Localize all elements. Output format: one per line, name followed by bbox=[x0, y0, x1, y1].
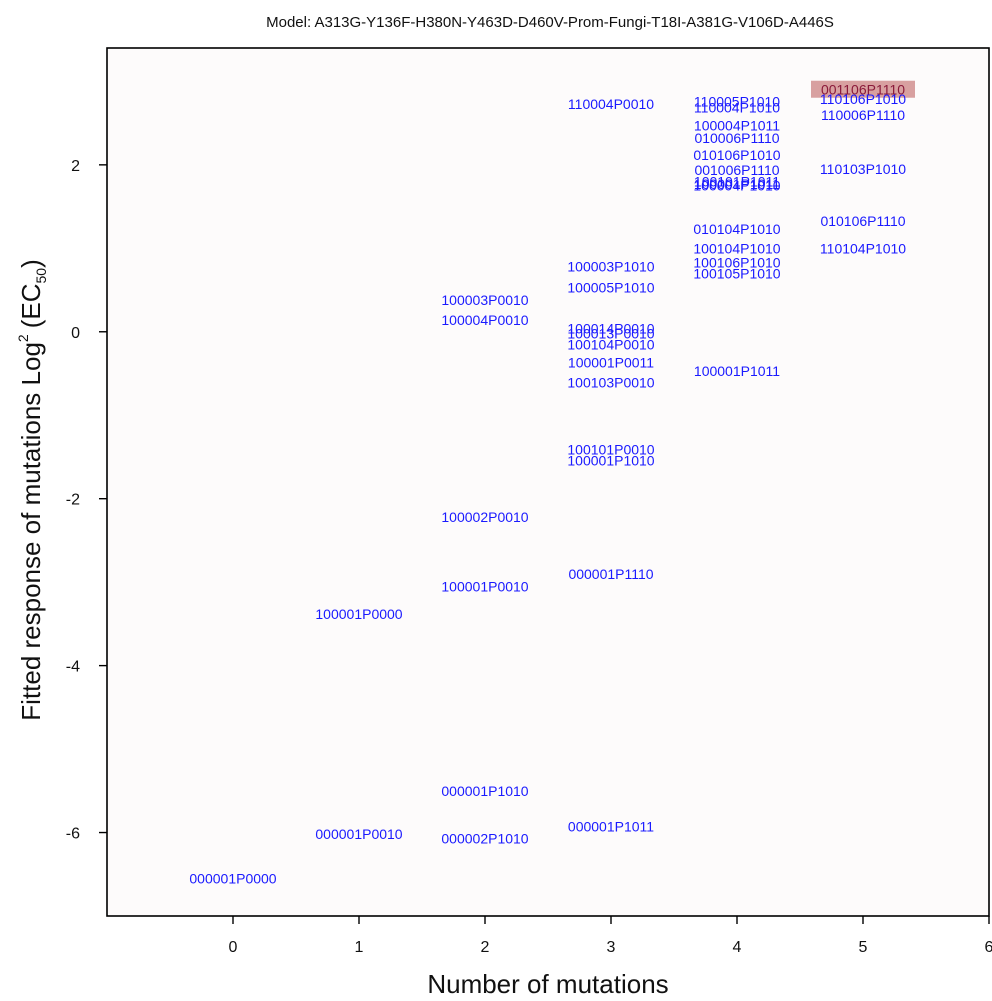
point-label: 100001P1011 bbox=[694, 176, 780, 192]
y-tick-label: -2 bbox=[66, 492, 80, 509]
highlight-box bbox=[811, 80, 915, 98]
y-axis-label-paren: (EC bbox=[16, 284, 46, 329]
y-axis: -6 -4 -2 0 2 bbox=[66, 158, 107, 843]
point-label: 010106P1010 bbox=[693, 147, 780, 163]
x-tick-label: 2 bbox=[481, 939, 490, 956]
point-label: 100106P1010 bbox=[693, 254, 780, 270]
point-label: 000001P0010 bbox=[315, 826, 402, 842]
point-label: 110005P1010 bbox=[694, 93, 780, 109]
y-axis-label-sup: 2 bbox=[15, 334, 31, 342]
point-label: 000002P1010 bbox=[441, 830, 528, 846]
y-axis-label-sub: 50 bbox=[33, 268, 49, 284]
point-label: 100104P1010 bbox=[693, 240, 780, 256]
x-tick-label: 3 bbox=[607, 939, 616, 956]
x-tick-label: 4 bbox=[733, 939, 742, 956]
point-label: 100002P0010 bbox=[441, 509, 528, 525]
point-label: 100101P0010 bbox=[567, 441, 654, 457]
point-label: 100013P0010 bbox=[567, 325, 654, 341]
point-label: 100001P1011 bbox=[694, 363, 780, 379]
y-tick-label: 2 bbox=[71, 158, 80, 175]
point-label: 000001P1011 bbox=[568, 819, 654, 835]
plot-area bbox=[106, 47, 990, 917]
x-tick-label: 0 bbox=[229, 939, 238, 956]
point-label: 100003P1010 bbox=[567, 259, 654, 275]
point-label: 100004P0010 bbox=[441, 312, 528, 328]
point-label: 001006P1110 bbox=[694, 162, 779, 178]
point-label: 110004P1010 bbox=[694, 99, 780, 115]
point-label: 110104P1010 bbox=[820, 240, 906, 256]
x-tick-label: 5 bbox=[859, 939, 868, 956]
point-label: 000001P1110 bbox=[568, 566, 653, 582]
data-labels: 000001P0000 100001P0000 000001P0010 100003P… bbox=[189, 80, 915, 886]
point-label: 010006P1110 bbox=[694, 130, 779, 146]
point-label: 100014P0010 bbox=[567, 320, 654, 336]
chart-title: Model: A313G-Y136F-H380N-Y463D-D460V-Pro… bbox=[266, 14, 834, 31]
point-label: 110103P1010 bbox=[820, 161, 906, 177]
y-axis-label-main: Fitted response of mutations Log bbox=[16, 342, 46, 721]
point-label: 100001P1010 bbox=[567, 452, 654, 468]
point-label: 110004P0010 bbox=[568, 96, 654, 112]
point-label: 010106P1110 bbox=[820, 213, 905, 229]
point-label: 100105P1010 bbox=[693, 265, 780, 281]
point-label: 000001P1010 bbox=[441, 783, 528, 799]
point-label: 100001P0011 bbox=[568, 355, 654, 371]
y-tick-label: 0 bbox=[71, 325, 80, 342]
x-axis-label: Number of mutations bbox=[427, 969, 668, 996]
point-label: 110106P1010 bbox=[820, 91, 906, 107]
y-tick-label: -4 bbox=[66, 659, 80, 676]
x-axis: 0 1 2 3 4 5 6 bbox=[229, 916, 992, 956]
point-label: 100103P0010 bbox=[567, 375, 654, 391]
point-label: 100001P0000 bbox=[315, 606, 402, 622]
y-tick-label: -6 bbox=[66, 826, 80, 843]
y-axis-label-close: ) bbox=[16, 259, 46, 268]
point-label: 110006P1110 bbox=[821, 107, 905, 123]
point-label: 100001P0010 bbox=[441, 578, 528, 594]
x-tick-label: 1 bbox=[355, 939, 364, 956]
x-tick-label: 6 bbox=[985, 939, 992, 956]
point-label: 100101P1011 bbox=[694, 174, 780, 190]
point-label: 100005P1010 bbox=[567, 280, 654, 296]
point-label: 100004P1011 bbox=[694, 118, 780, 134]
point-label: 001106P1110 bbox=[821, 82, 905, 98]
point-label: 100004P1010 bbox=[693, 178, 780, 194]
y-axis-label: Fitted response of mutations Log2 (EC50) bbox=[15, 259, 49, 721]
point-label: 100003P0010 bbox=[441, 292, 528, 308]
point-label: 010104P1010 bbox=[693, 221, 780, 237]
point-label: 000001P0000 bbox=[189, 870, 276, 886]
point-label: 100104P0010 bbox=[567, 336, 654, 352]
